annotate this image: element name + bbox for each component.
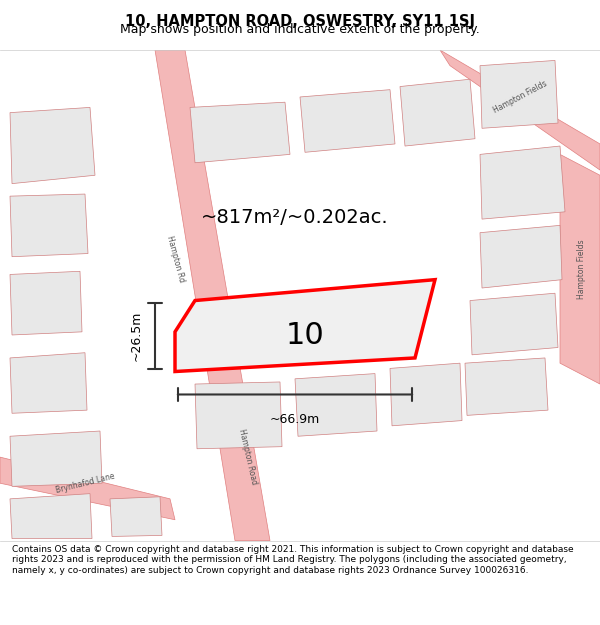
Polygon shape — [390, 363, 462, 426]
Polygon shape — [470, 293, 558, 355]
Polygon shape — [465, 358, 548, 416]
Text: Contains OS data © Crown copyright and database right 2021. This information is : Contains OS data © Crown copyright and d… — [12, 545, 574, 574]
Polygon shape — [480, 226, 562, 288]
Polygon shape — [155, 50, 270, 541]
Polygon shape — [10, 271, 82, 335]
Polygon shape — [400, 79, 475, 146]
Polygon shape — [10, 107, 95, 184]
Polygon shape — [10, 431, 102, 486]
Polygon shape — [110, 497, 162, 536]
Polygon shape — [10, 194, 88, 257]
Polygon shape — [195, 382, 282, 449]
Polygon shape — [10, 352, 87, 413]
Text: Brynhafod Lane: Brynhafod Lane — [55, 471, 115, 495]
Text: ~817m²/~0.202ac.: ~817m²/~0.202ac. — [201, 208, 389, 226]
Polygon shape — [300, 89, 395, 152]
Polygon shape — [480, 61, 558, 128]
Polygon shape — [175, 279, 435, 371]
Text: ~26.5m: ~26.5m — [130, 311, 143, 361]
Text: Hampton Rd: Hampton Rd — [166, 234, 187, 283]
Polygon shape — [480, 146, 565, 219]
Text: ~66.9m: ~66.9m — [270, 413, 320, 426]
Polygon shape — [560, 154, 600, 384]
Polygon shape — [10, 494, 92, 539]
Text: 10, HAMPTON ROAD, OSWESTRY, SY11 1SJ: 10, HAMPTON ROAD, OSWESTRY, SY11 1SJ — [125, 14, 475, 29]
Text: Hampton Road: Hampton Road — [237, 428, 259, 486]
Text: Map shows position and indicative extent of the property.: Map shows position and indicative extent… — [120, 23, 480, 36]
Polygon shape — [190, 102, 290, 162]
Text: Hampton Fields: Hampton Fields — [577, 239, 587, 299]
Polygon shape — [0, 457, 175, 520]
Polygon shape — [440, 50, 600, 170]
Polygon shape — [295, 374, 377, 436]
Text: Hampton Fields: Hampton Fields — [491, 79, 548, 115]
Text: 10: 10 — [286, 321, 325, 350]
